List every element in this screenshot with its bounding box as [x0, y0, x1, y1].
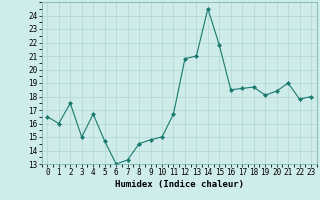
X-axis label: Humidex (Indice chaleur): Humidex (Indice chaleur) [115, 180, 244, 189]
